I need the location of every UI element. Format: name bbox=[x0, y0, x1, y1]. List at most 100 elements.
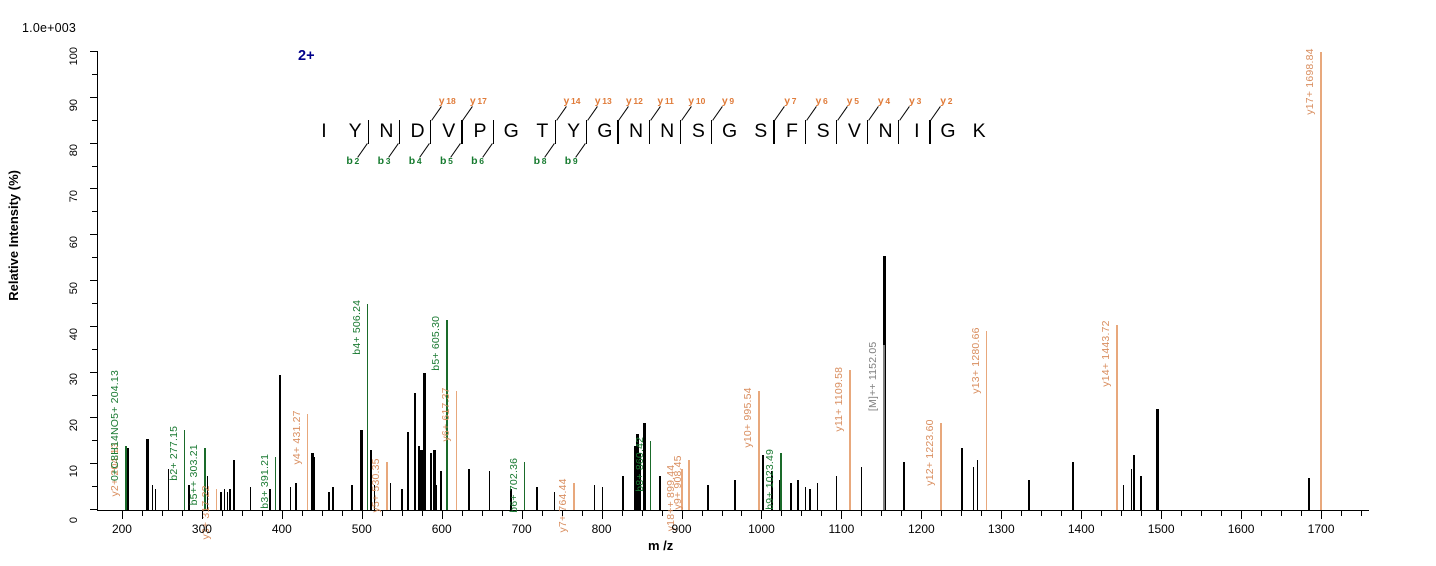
x-axis-tick bbox=[1361, 511, 1362, 516]
spectrum-peak bbox=[249, 487, 252, 510]
spectrum-peak bbox=[440, 471, 442, 510]
spectrum-peak bbox=[229, 489, 231, 510]
x-axis-tick bbox=[281, 511, 283, 519]
x-axis-tick-label: 1500 bbox=[1147, 522, 1175, 536]
x-axis-tick bbox=[1341, 511, 1343, 516]
peak-label: y14+ 1443.72 bbox=[1100, 320, 1113, 387]
sequence-residue: Y bbox=[567, 120, 581, 142]
peak-label: b8+ 860.42 bbox=[633, 437, 646, 493]
x-axis-tick bbox=[1281, 511, 1283, 516]
x-axis-tick bbox=[361, 511, 363, 519]
spectrum-peak bbox=[332, 487, 334, 510]
b-ion-label: b 6 bbox=[471, 155, 485, 167]
b-ion-label: b 2 bbox=[346, 155, 360, 167]
x-axis-tick bbox=[1041, 511, 1043, 516]
spectrum-peak bbox=[278, 374, 282, 510]
x-axis-line bbox=[97, 510, 1369, 511]
peak-label: b9+ 1023.49 bbox=[764, 448, 777, 510]
sequence-residue: I bbox=[914, 120, 920, 142]
spectrum-peak bbox=[220, 491, 222, 510]
y-ion-cut-mark bbox=[898, 120, 900, 144]
spectrum-peak bbox=[638, 452, 641, 510]
spectrum-peak bbox=[1140, 475, 1142, 510]
y-axis-tick-label: 40 bbox=[68, 327, 80, 340]
x-axis-tick bbox=[1021, 511, 1023, 516]
spectrum-peak bbox=[523, 461, 526, 510]
peak-label: y11+ 1109.58 bbox=[833, 366, 846, 432]
x-axis-tick bbox=[161, 511, 163, 516]
spectrum-peak bbox=[771, 471, 773, 510]
y-ion-label: y 5 bbox=[846, 95, 859, 107]
y-axis-title: Relative Intensity (%) bbox=[6, 170, 21, 301]
intensity-scale-label: 1.0e+003 bbox=[22, 21, 77, 35]
sequence-residue: G bbox=[503, 120, 519, 142]
x-axis-tick bbox=[481, 511, 483, 516]
spectrum-peak bbox=[360, 429, 363, 510]
x-axis-tick-label: 400 bbox=[271, 522, 292, 536]
sequence-residue: N bbox=[628, 120, 644, 142]
peak-label: b6+ 702.36 bbox=[507, 457, 520, 513]
x-axis-tick-label: 900 bbox=[671, 522, 692, 536]
x-axis-tick bbox=[861, 511, 863, 516]
spectrum-peak bbox=[468, 468, 470, 510]
sequence-residue: S bbox=[691, 120, 705, 142]
y-ion-cut-mark bbox=[835, 120, 838, 144]
x-axis-tick bbox=[1181, 511, 1183, 516]
spectrum-peak bbox=[635, 434, 639, 510]
sequence-residue: Y bbox=[348, 120, 362, 142]
x-axis-tick bbox=[381, 511, 383, 516]
y-axis-tick bbox=[90, 371, 98, 373]
x-axis-tick bbox=[1001, 511, 1003, 519]
spectrum-peak bbox=[860, 466, 863, 510]
b-ion-label: b 8 bbox=[533, 155, 547, 167]
y-axis-tick bbox=[92, 394, 98, 396]
spectrum-peak bbox=[1308, 477, 1310, 510]
y-ion-cut-mark bbox=[461, 120, 463, 144]
y-ion-label: y 13 bbox=[594, 95, 612, 107]
sequence-residue: V bbox=[847, 120, 861, 142]
spectrum-peak bbox=[1130, 468, 1133, 510]
peak-label: y13+ 1280.66 bbox=[969, 327, 982, 394]
spectrum-peak bbox=[1122, 484, 1125, 510]
x-axis-tick-label: 1000 bbox=[748, 522, 775, 536]
y-ion-label: y 17 bbox=[469, 95, 487, 107]
y-ion-label: y 12 bbox=[625, 95, 643, 107]
x-axis-tick bbox=[741, 511, 743, 516]
b-ion-label: b 3 bbox=[377, 155, 391, 167]
x-axis-tick bbox=[261, 511, 263, 516]
x-axis-tick-label: 500 bbox=[351, 522, 372, 536]
spectrum-peak bbox=[779, 480, 781, 510]
sequence-residue: G bbox=[722, 120, 738, 142]
b-ion-cut-mark bbox=[492, 120, 494, 144]
x-axis-tick bbox=[621, 511, 623, 516]
peak-label: y4+ 431.27 bbox=[290, 409, 303, 465]
spectrum-peak bbox=[940, 422, 942, 510]
x-axis-tick bbox=[1141, 511, 1143, 516]
x-axis-tick bbox=[421, 511, 423, 516]
x-axis-tick bbox=[641, 511, 643, 516]
spectrum-peak bbox=[295, 482, 298, 510]
spectrum-peak bbox=[206, 475, 209, 510]
y-axis-tick bbox=[90, 142, 98, 144]
y-axis-tick bbox=[90, 325, 98, 327]
peak-label: [M]++ 1152.05 bbox=[867, 341, 880, 411]
spectrum-peak bbox=[659, 475, 661, 510]
x-axis-tick bbox=[401, 511, 403, 516]
sequence-residue: D bbox=[410, 120, 425, 142]
x-axis-tick bbox=[221, 511, 223, 516]
b-ion-label: b 9 bbox=[564, 155, 578, 167]
spectrum-peak bbox=[351, 484, 353, 510]
spectrum-peak bbox=[423, 372, 426, 510]
y-ion-cut-mark bbox=[804, 120, 806, 144]
x-axis-tick bbox=[241, 511, 243, 516]
sequence-residue: S bbox=[816, 120, 830, 142]
spectrum-peak bbox=[125, 448, 129, 510]
spectrum-peak bbox=[1028, 480, 1031, 510]
y-axis-tick-label: 60 bbox=[68, 235, 80, 249]
spectrum-peak bbox=[445, 319, 448, 510]
spectrum-peak bbox=[311, 452, 315, 510]
spectrum-peak bbox=[306, 413, 309, 510]
spectrum-peak bbox=[151, 484, 154, 510]
x-axis-tick bbox=[301, 511, 303, 516]
spectrum-peak bbox=[215, 489, 218, 510]
